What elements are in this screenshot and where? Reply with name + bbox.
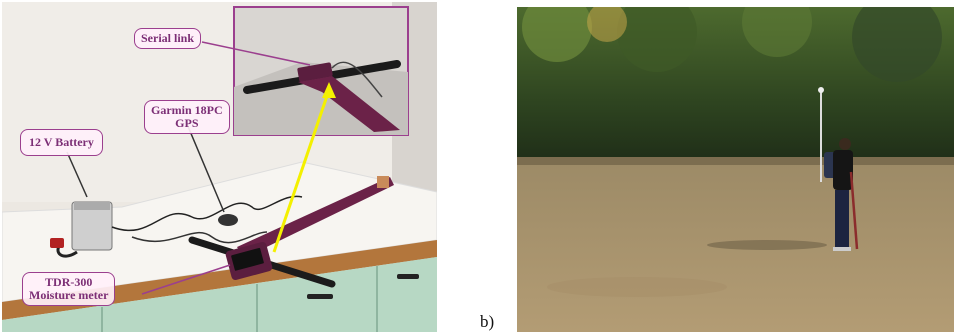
battery-label: 12 V Battery xyxy=(29,135,94,149)
tdr-label-line1: TDR-300 xyxy=(45,275,93,289)
serial-link-callout: Serial link xyxy=(134,28,202,49)
tdr-callout: TDR-300 Moisture meter xyxy=(22,272,116,306)
gps-callout: Garmin 18PC GPS xyxy=(144,100,230,134)
field-scene xyxy=(517,7,954,332)
gps-label-line1: Garmin 18PC xyxy=(151,103,223,117)
gps-label-line2: GPS xyxy=(175,116,199,130)
tdr-label-line2: Moisture meter xyxy=(29,288,109,302)
field-photo xyxy=(517,7,954,332)
battery-callout: 12 V Battery xyxy=(20,129,103,156)
equipment-photo: Serial link Garmin 18PC GPS 12 V Battery… xyxy=(2,2,437,332)
serial-link-label: Serial link xyxy=(141,31,195,45)
panel-b-letter: b) xyxy=(480,312,495,331)
